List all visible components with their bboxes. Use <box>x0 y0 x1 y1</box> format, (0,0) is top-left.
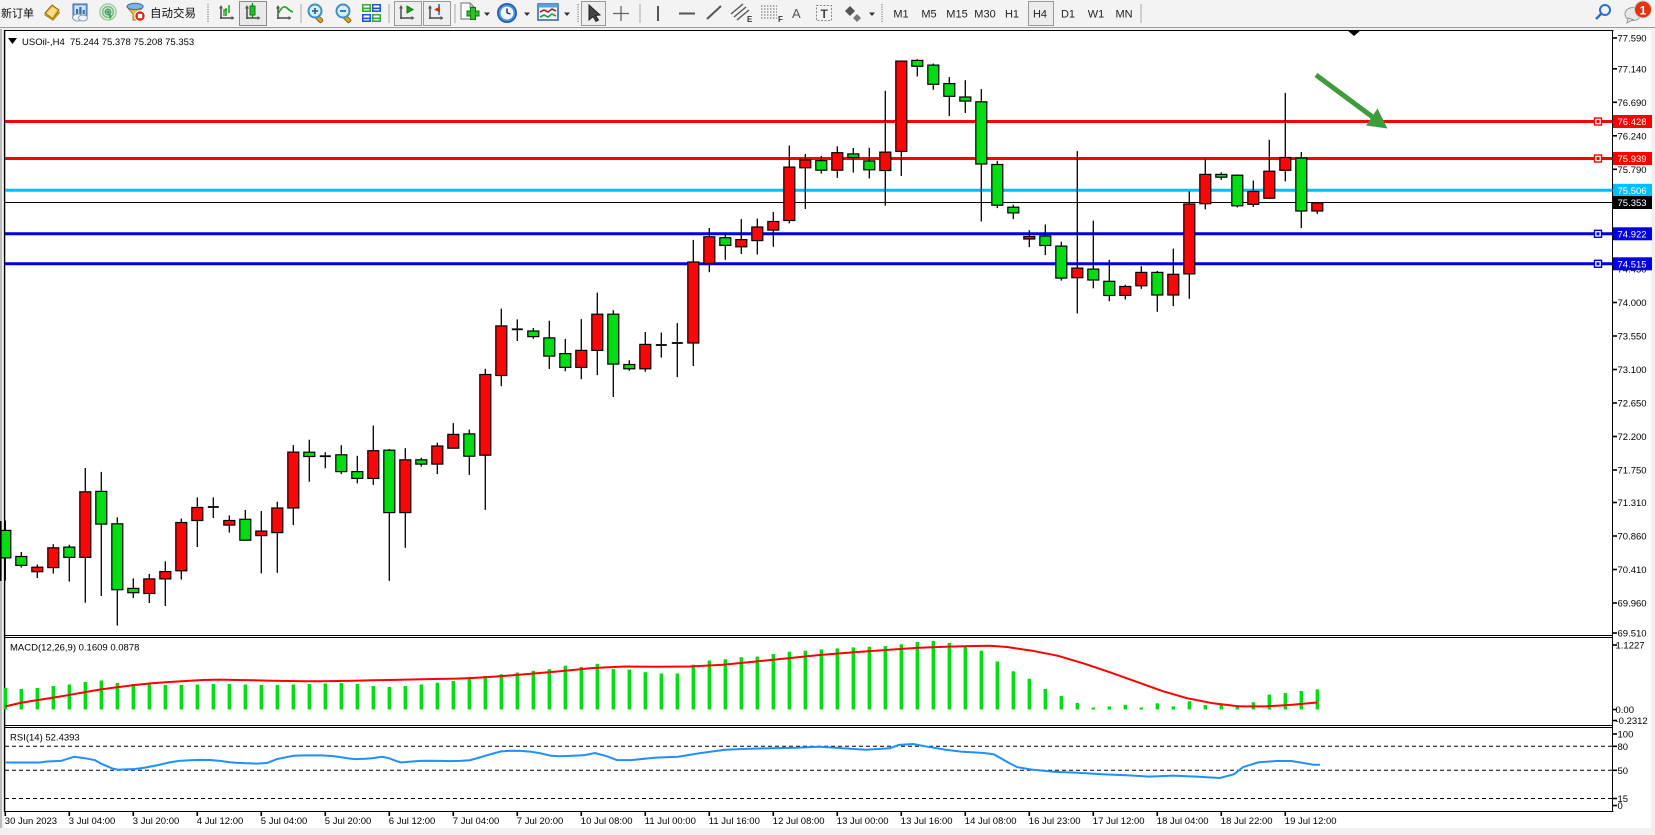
svg-text:71.750: 71.750 <box>1618 466 1647 477</box>
svg-text:USOil-,H4 75.244 75.378 75.20: USOil-,H4 75.244 75.378 75.208 75.353 <box>22 37 194 48</box>
svg-text:新订单: 新订单 <box>1 6 34 20</box>
svg-text:7 Jul 04:00: 7 Jul 04:00 <box>453 816 499 827</box>
svg-text:15: 15 <box>1618 794 1629 805</box>
svg-text:MACD(12,26,9) 0.1609 0.0878: MACD(12,26,9) 0.1609 0.0878 <box>10 643 139 654</box>
svg-text:72.650: 72.650 <box>1618 399 1647 410</box>
svg-text:1.1227: 1.1227 <box>1616 641 1645 652</box>
svg-text:M15: M15 <box>946 9 967 21</box>
svg-text:E: E <box>747 15 753 24</box>
svg-text:0.00: 0.00 <box>1616 705 1635 716</box>
svg-text:18 Jul 04:00: 18 Jul 04:00 <box>1157 816 1209 827</box>
svg-text:M5: M5 <box>921 9 936 21</box>
svg-text:77.140: 77.140 <box>1618 64 1647 75</box>
svg-text:75.790: 75.790 <box>1618 165 1647 176</box>
svg-text:70.860: 70.860 <box>1618 532 1647 543</box>
svg-text:76.240: 76.240 <box>1618 131 1647 142</box>
svg-text:13 Jul 16:00: 13 Jul 16:00 <box>901 816 953 827</box>
svg-text:12 Jul 08:00: 12 Jul 08:00 <box>773 816 825 827</box>
svg-text:M1: M1 <box>893 9 908 21</box>
svg-text:D1: D1 <box>1061 9 1075 21</box>
svg-text:F: F <box>778 15 783 24</box>
svg-text:H1: H1 <box>1005 9 1019 21</box>
svg-text:4 Jul 12:00: 4 Jul 12:00 <box>197 816 243 827</box>
svg-text:18 Jul 22:00: 18 Jul 22:00 <box>1221 816 1273 827</box>
svg-text:77.590: 77.590 <box>1618 34 1647 45</box>
svg-text:5 Jul 04:00: 5 Jul 04:00 <box>261 816 307 827</box>
svg-text:11 Jul 16:00: 11 Jul 16:00 <box>709 816 760 827</box>
svg-text:MN: MN <box>1115 9 1132 21</box>
svg-text:H4: H4 <box>1033 9 1047 21</box>
svg-text:100: 100 <box>1618 730 1634 741</box>
svg-text:73.100: 73.100 <box>1618 365 1647 376</box>
svg-text:16 Jul 23:00: 16 Jul 23:00 <box>1029 816 1081 827</box>
svg-text:50: 50 <box>1618 766 1629 777</box>
svg-text:6 Jul 12:00: 6 Jul 12:00 <box>389 816 435 827</box>
svg-text:73.550: 73.550 <box>1618 332 1647 343</box>
svg-text:76.690: 76.690 <box>1618 98 1647 109</box>
svg-text:自动交易: 自动交易 <box>150 6 196 20</box>
svg-text:19 Jul 12:00: 19 Jul 12:00 <box>1285 816 1337 827</box>
svg-text:17 Jul 12:00: 17 Jul 12:00 <box>1093 816 1145 827</box>
svg-text:76.428: 76.428 <box>1618 117 1647 128</box>
svg-text:69.960: 69.960 <box>1618 599 1647 610</box>
svg-text:69.510: 69.510 <box>1618 629 1647 640</box>
svg-text:11 Jul 00:00: 11 Jul 00:00 <box>645 816 696 827</box>
svg-text:74.515: 74.515 <box>1618 259 1647 270</box>
svg-text:13 Jul 00:00: 13 Jul 00:00 <box>837 816 889 827</box>
svg-text:7 Jul 20:00: 7 Jul 20:00 <box>517 816 563 827</box>
svg-text:3 Jul 04:00: 3 Jul 04:00 <box>69 816 115 827</box>
svg-text:75.506: 75.506 <box>1618 186 1647 197</box>
svg-text:72.200: 72.200 <box>1618 432 1647 443</box>
svg-text:75.353: 75.353 <box>1618 198 1647 209</box>
svg-text:30 Jun 2023: 30 Jun 2023 <box>5 816 57 827</box>
svg-text:5 Jul 20:00: 5 Jul 20:00 <box>325 816 371 827</box>
svg-text:0: 0 <box>1618 801 1623 812</box>
svg-text:14 Jul 08:00: 14 Jul 08:00 <box>965 816 1017 827</box>
svg-text:74.000: 74.000 <box>1618 298 1647 309</box>
svg-text:10 Jul 08:00: 10 Jul 08:00 <box>581 816 633 827</box>
svg-text:1: 1 <box>1640 4 1647 18</box>
svg-text:71.310: 71.310 <box>1618 498 1647 509</box>
svg-text:70.410: 70.410 <box>1618 565 1647 576</box>
svg-text:RSI(14) 52.4393: RSI(14) 52.4393 <box>10 733 80 744</box>
svg-text:T: T <box>821 7 829 21</box>
svg-text:75.939: 75.939 <box>1618 154 1647 165</box>
svg-text:3 Jul 20:00: 3 Jul 20:00 <box>133 816 179 827</box>
svg-text:W1: W1 <box>1088 9 1105 21</box>
svg-text:-0.2312: -0.2312 <box>1616 716 1648 727</box>
svg-text:M30: M30 <box>974 9 995 21</box>
svg-text:80: 80 <box>1618 742 1629 753</box>
svg-text:A: A <box>792 6 801 21</box>
svg-text:74.922: 74.922 <box>1618 229 1647 240</box>
